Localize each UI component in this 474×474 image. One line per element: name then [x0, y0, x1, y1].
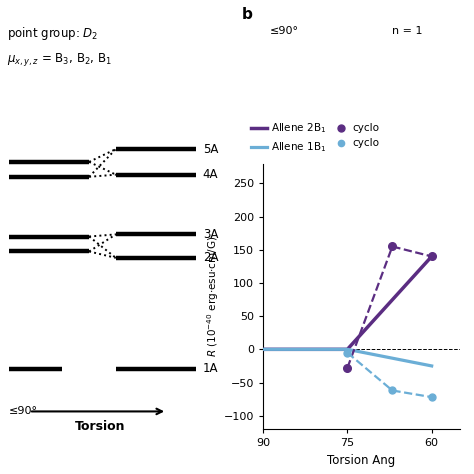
Text: 5A: 5A: [203, 143, 218, 155]
Text: n = 1: n = 1: [392, 26, 423, 36]
Legend: Allene 2B$_1$, Allene 1B$_1$, cyclo, cyclo: Allene 2B$_1$, Allene 1B$_1$, cyclo, cyc…: [247, 117, 384, 158]
Text: b: b: [242, 7, 253, 22]
Text: 3A: 3A: [203, 228, 218, 241]
Text: Torsion: Torsion: [75, 420, 126, 433]
Text: 4A: 4A: [203, 168, 218, 181]
Text: ≤90°: ≤90°: [9, 406, 38, 417]
Text: 1A: 1A: [203, 362, 218, 375]
Text: $\mu_{x, y, z}$ = B$_3$, B$_2$, B$_1$: $\mu_{x, y, z}$ = B$_3$, B$_2$, B$_1$: [7, 51, 111, 68]
X-axis label: Torsion Ang: Torsion Ang: [328, 454, 395, 466]
Text: 2A: 2A: [203, 251, 218, 264]
Text: ≤90°: ≤90°: [270, 26, 299, 36]
Text: point group: $D_2$: point group: $D_2$: [7, 26, 98, 42]
Y-axis label: $R$ (10$^{-40}$ erg$\cdot$esu$\cdot$cm/G): $R$ (10$^{-40}$ erg$\cdot$esu$\cdot$cm/G…: [205, 236, 221, 357]
